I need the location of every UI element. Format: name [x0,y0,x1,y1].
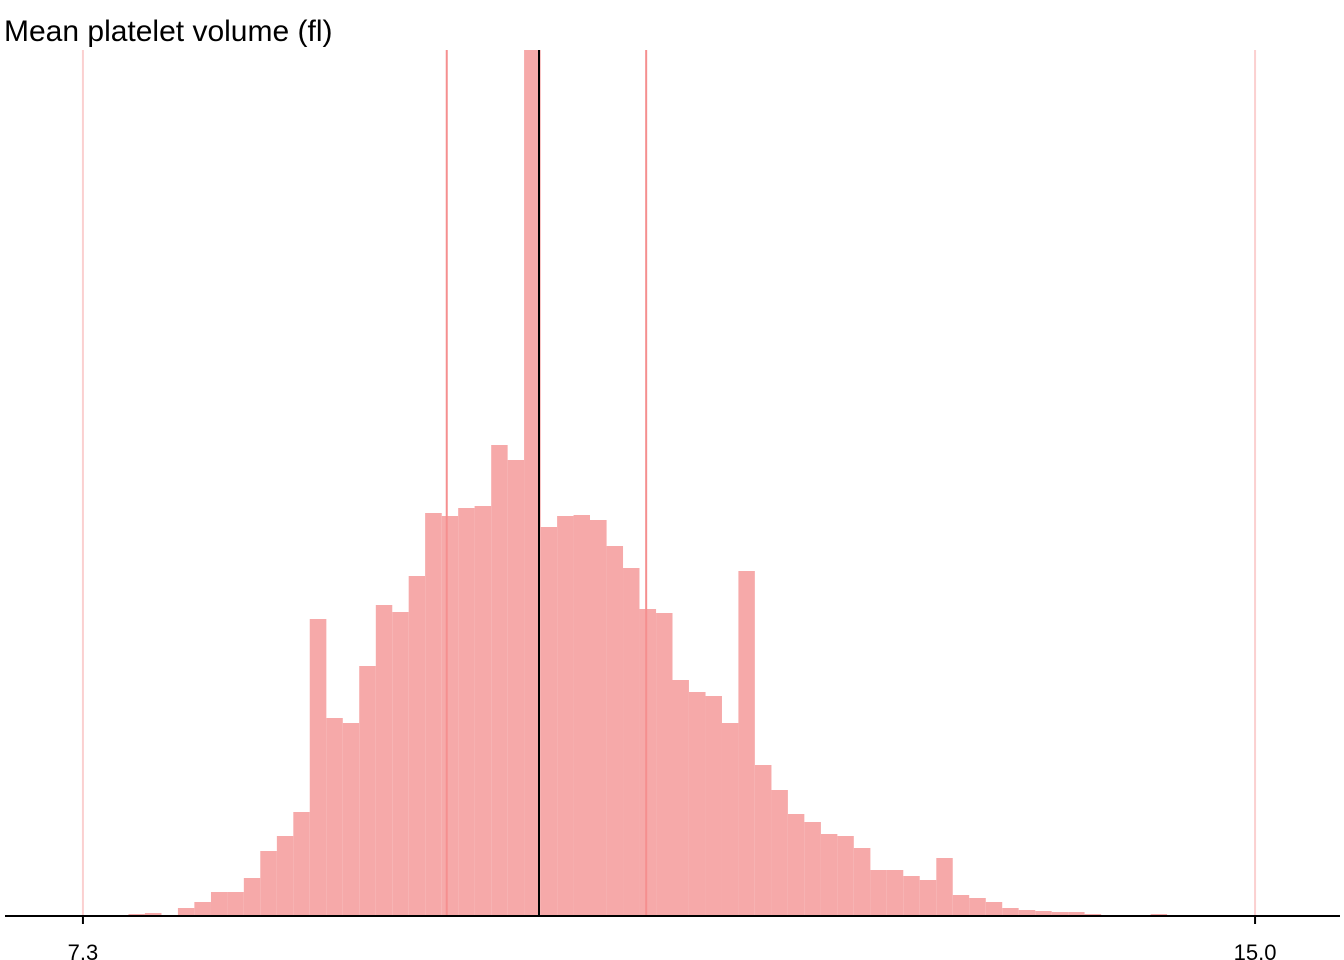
histogram-bar [837,836,854,916]
histogram-bar [491,445,508,916]
histogram-bar [194,902,211,916]
histogram-bar [326,718,343,916]
histogram-bar [754,765,772,916]
histogram-bar [458,508,475,916]
histogram-bar [639,609,657,916]
histogram-bar [507,460,525,916]
histogram-bar [919,880,937,916]
histogram-bar [952,895,970,916]
histogram-bar [375,605,393,916]
histogram-bar [688,692,706,916]
histogram-bar [227,892,244,916]
histogram-bar [1018,910,1036,916]
histogram-bar [425,513,442,916]
histogram-bar [342,723,360,916]
histogram-bar [293,812,310,916]
histogram-bar [870,870,887,916]
x-tick-label: 7.3 [68,940,99,960]
x-tick-label: 15.0 [1234,940,1277,960]
histogram-bar [804,822,821,916]
histogram-bar [672,680,689,916]
histogram-bar [886,870,904,916]
histogram-bar [705,696,722,916]
histogram-bar [243,878,261,916]
histogram-bar [408,576,426,916]
histogram-bar [441,516,459,916]
histogram-bar [656,613,673,916]
histogram-bar [177,908,195,916]
histogram-bar [573,515,590,916]
histogram-bar [787,814,805,916]
histogram-bar [820,834,838,916]
histogram-bar [309,619,327,916]
histogram-bar [144,913,162,916]
histogram-bar [1002,908,1019,916]
histogram-bar [1035,911,1052,916]
histogram-bar [771,790,788,916]
histogram-bar [903,876,920,916]
histogram-bar [936,858,953,916]
histogram-bar [524,50,541,916]
histogram-bar [540,527,558,916]
histogram-bar [474,506,492,916]
histogram-bar [557,516,574,916]
histogram-bar [738,571,755,916]
histogram-bar [721,723,739,916]
histogram-bar [985,902,1003,916]
chart-title: Mean platelet volume (fl) [4,15,332,48]
histogram-bar [359,666,376,916]
histogram-bar [606,546,624,916]
histogram-bar [623,568,640,916]
histogram-bar [210,892,228,916]
histogram-bar [276,836,294,916]
histogram-bar [589,520,607,916]
histogram-bar [969,898,986,916]
histogram-bar [392,612,409,916]
histogram-bar [260,851,277,916]
histogram-bar [853,848,871,916]
histogram-bar [1051,912,1069,916]
histogram-bar [1068,912,1085,916]
